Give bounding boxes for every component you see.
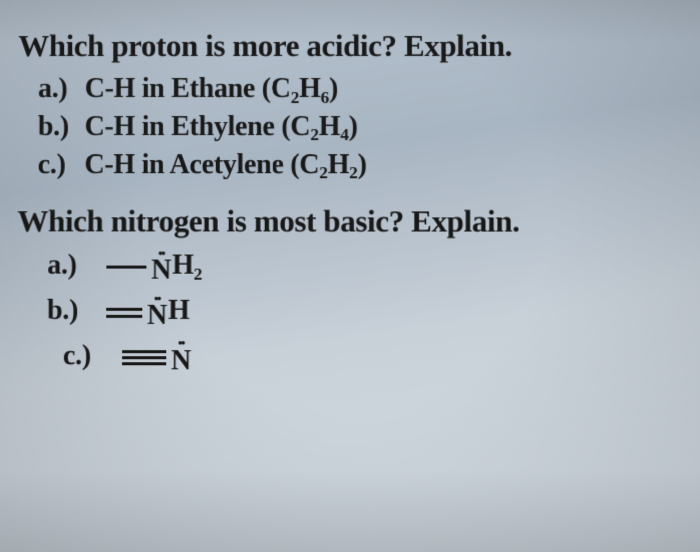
subscript: 2 — [310, 125, 318, 144]
option-label: b.) — [38, 108, 78, 146]
subscript: 2 — [319, 163, 327, 182]
option-label: a.) — [47, 244, 93, 289]
subscript: 4 — [340, 125, 348, 144]
option-text: C-H in Ethylene (C — [85, 111, 311, 142]
q2-option-c: c.) ••N — [63, 334, 700, 380]
q2-option-b: b.) ••NH — [47, 289, 684, 335]
q1-option-c: c.) C-H in Acetylene (C2H2) — [38, 146, 683, 184]
subscript: 2 — [194, 265, 202, 284]
option-text: C-H in Ethane (C — [85, 73, 291, 104]
triple-bond-icon — [122, 350, 166, 365]
option-label: a.) — [38, 70, 78, 108]
option-label: c.) — [63, 334, 109, 379]
q1-option-b: b.) C-H in Ethylene (C2H4) — [38, 108, 683, 146]
nitrogen-with-lone-pair: ••N — [146, 295, 168, 330]
single-bond-icon — [106, 266, 146, 269]
nitrogen-with-lone-pair: ••N — [150, 250, 172, 285]
q1-heading: Which proton is more acidic? Explain. — [18, 28, 682, 64]
subscript: 2 — [291, 88, 299, 107]
nitrogen-with-lone-pair: ••N — [170, 340, 192, 375]
q1-options: a.) C-H in Ethane (C2H6) b.) C-H in Ethy… — [18, 70, 683, 184]
subscript: 6 — [321, 88, 329, 107]
worksheet-photo: Which proton is more acidic? Explain. a.… — [17, 28, 684, 380]
q2-heading: Which nitrogen is most basic? Explain. — [17, 204, 683, 240]
option-label: b.) — [47, 289, 93, 334]
q2-option-a: a.) ••NH2 — [47, 244, 683, 289]
option-label: c.) — [38, 146, 78, 184]
q2-options: a.) ••NH2 b.) ••NH c.) ••N — [17, 244, 684, 380]
option-text: C-H in Acetylene (C — [84, 149, 319, 180]
subscript: 2 — [349, 163, 357, 182]
double-bond-icon — [106, 308, 142, 318]
q1-option-a: a.) C-H in Ethane (C2H6) — [38, 70, 683, 108]
